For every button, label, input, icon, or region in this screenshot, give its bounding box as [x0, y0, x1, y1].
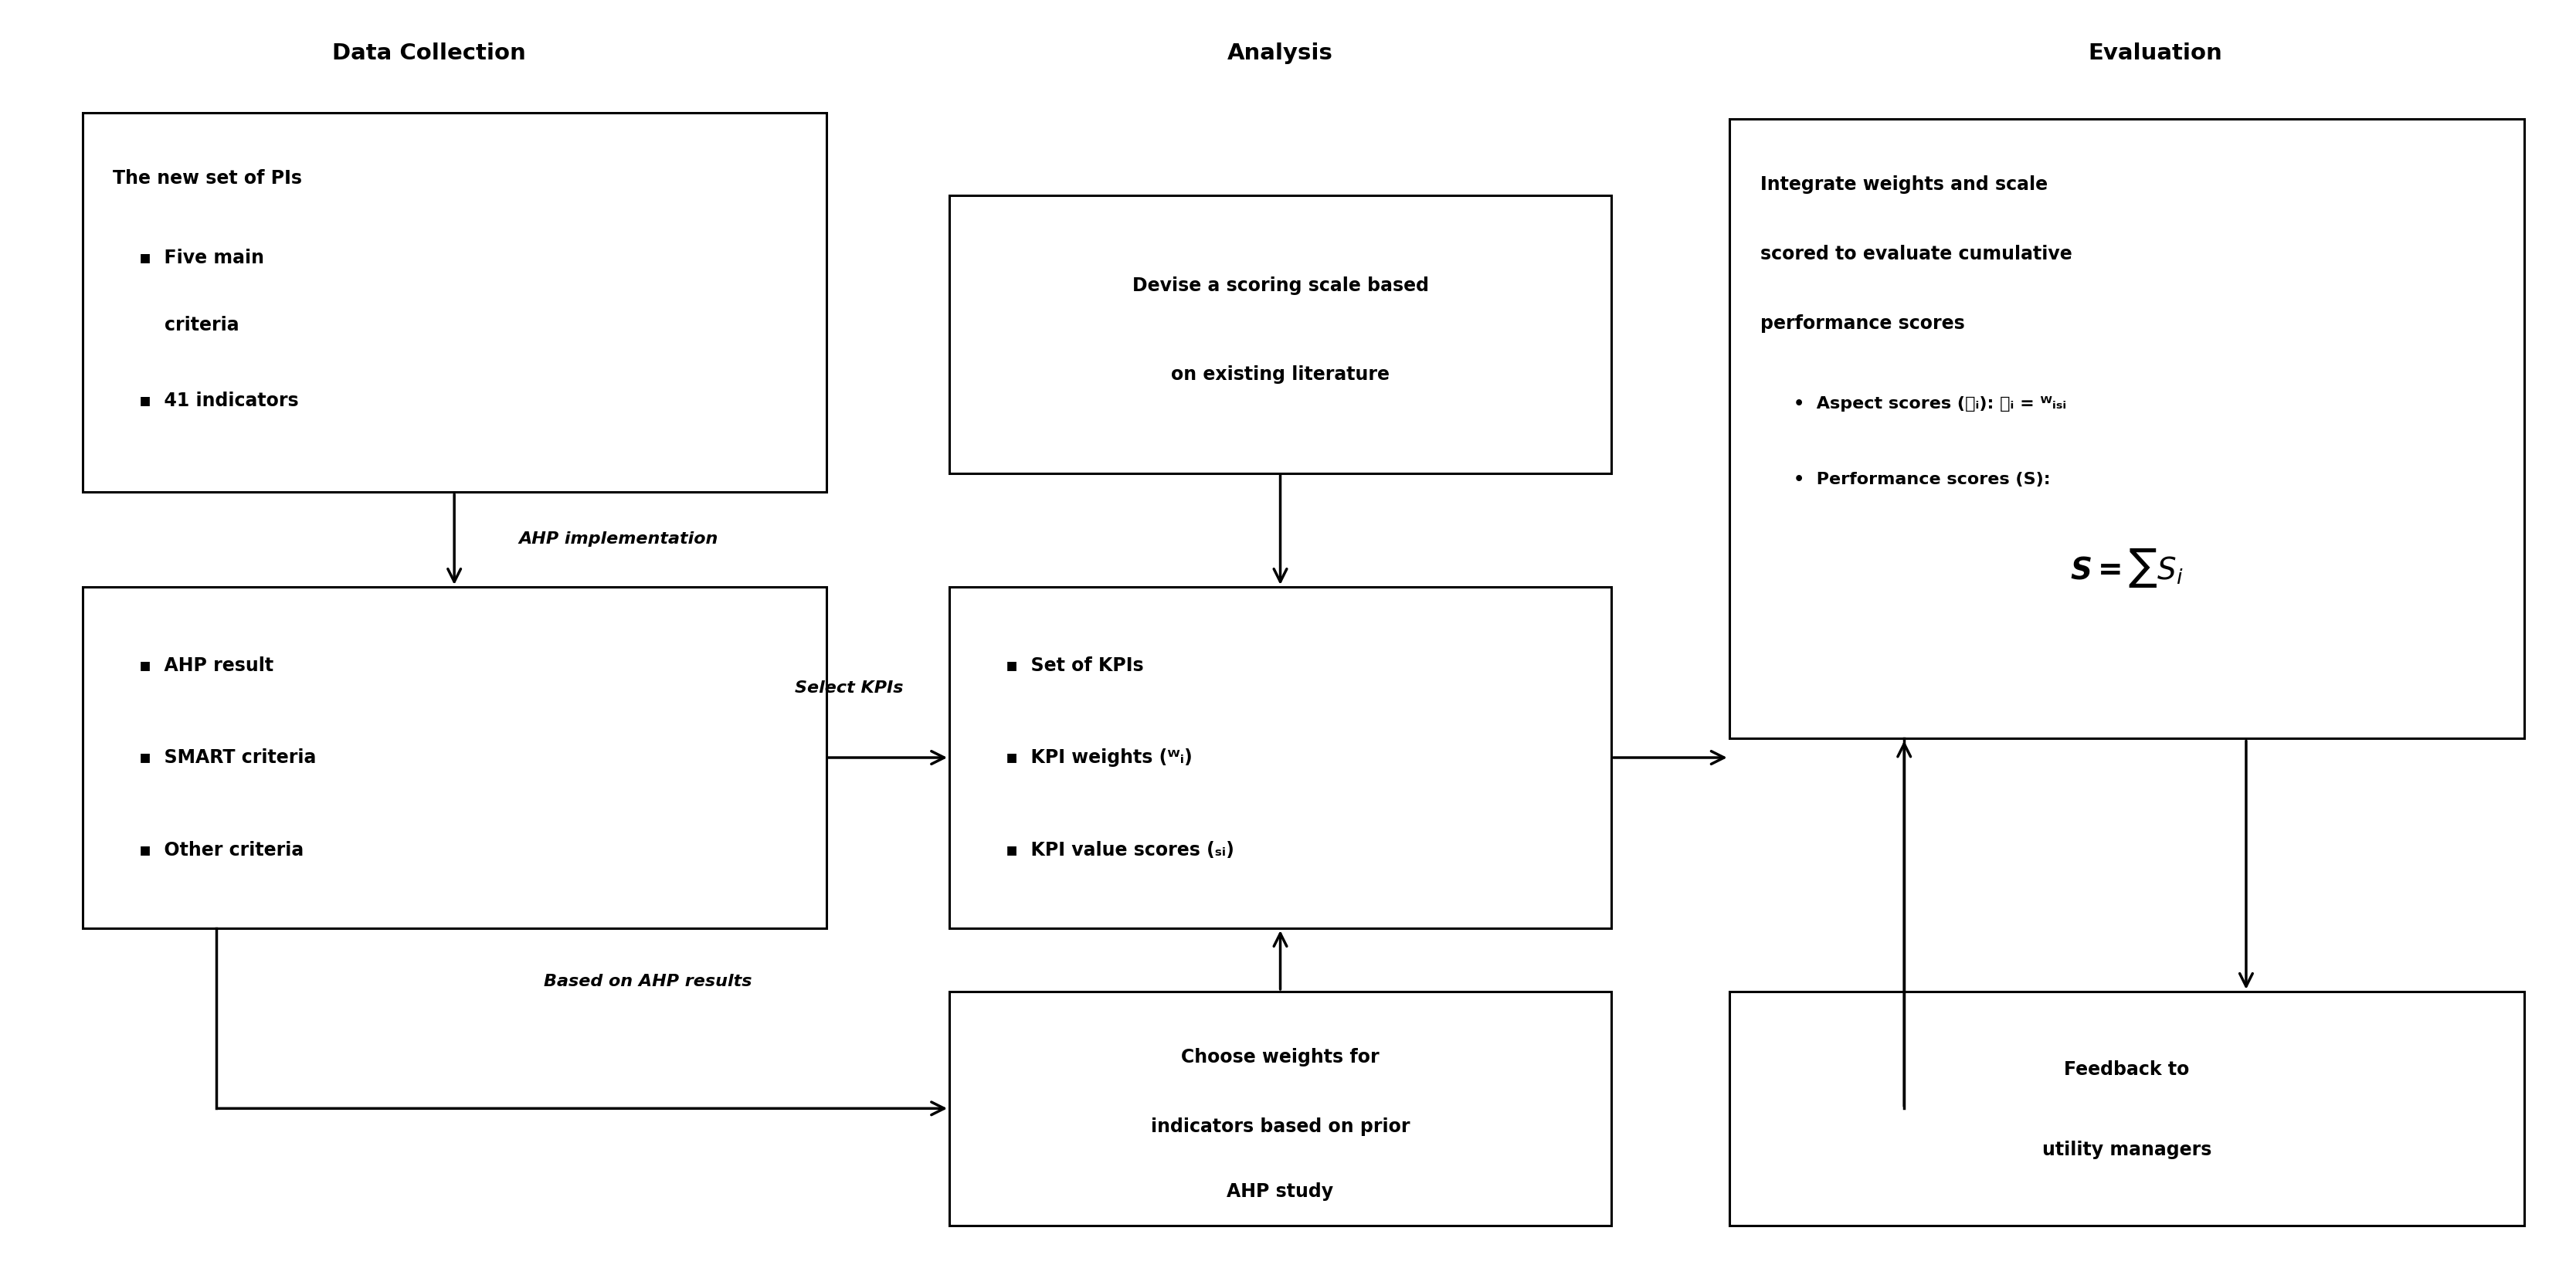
Text: Devise a scoring scale based: Devise a scoring scale based: [1131, 277, 1430, 296]
Text: Choose weights for: Choose weights for: [1182, 1048, 1378, 1066]
Text: ▪  KPI value scores (ₛᵢ): ▪ KPI value scores (ₛᵢ): [1005, 840, 1234, 859]
Text: Select KPIs: Select KPIs: [796, 681, 904, 696]
Text: ▪  Other criteria: ▪ Other criteria: [139, 840, 304, 859]
Text: AHP study: AHP study: [1226, 1182, 1334, 1201]
Text: criteria: criteria: [139, 316, 240, 334]
Bar: [1728, 119, 2524, 738]
Text: ▪  Set of KPIs: ▪ Set of KPIs: [1005, 657, 1144, 674]
Text: scored to evaluate cumulative: scored to evaluate cumulative: [1759, 245, 2071, 264]
Text: utility managers: utility managers: [2043, 1140, 2213, 1159]
Text: Based on AHP results: Based on AHP results: [544, 974, 752, 989]
Text: ▪  41 indicators: ▪ 41 indicators: [139, 391, 299, 411]
Text: ▪  Five main: ▪ Five main: [139, 249, 263, 268]
Text: $\boldsymbol{S = \sum S_i}$: $\boldsymbol{S = \sum S_i}$: [2071, 547, 2184, 589]
Text: performance scores: performance scores: [1759, 315, 1965, 333]
Text: Integrate weights and scale: Integrate weights and scale: [1759, 176, 2048, 194]
Text: Evaluation: Evaluation: [2089, 42, 2223, 64]
Bar: [951, 586, 1610, 928]
Text: indicators based on prior: indicators based on prior: [1151, 1117, 1409, 1136]
Text: ▪  KPI weights (ᵂᵢ): ▪ KPI weights (ᵂᵢ): [1005, 748, 1193, 766]
Bar: [951, 992, 1610, 1225]
Bar: [1728, 992, 2524, 1225]
Text: Feedback to: Feedback to: [2063, 1061, 2190, 1079]
Text: Data Collection: Data Collection: [332, 42, 526, 64]
Text: ▪  AHP result: ▪ AHP result: [139, 657, 273, 674]
Bar: [951, 195, 1610, 473]
Text: AHP implementation: AHP implementation: [518, 532, 719, 547]
Bar: [82, 586, 827, 928]
Text: Analysis: Analysis: [1226, 42, 1334, 64]
Bar: [82, 112, 827, 492]
Text: •  Performance scores (S):: • Performance scores (S):: [1793, 472, 2050, 487]
Text: on existing literature: on existing literature: [1172, 365, 1388, 384]
Text: The new set of PIs: The new set of PIs: [113, 170, 301, 187]
Text: ▪  SMART criteria: ▪ SMART criteria: [139, 748, 317, 766]
Text: •  Aspect scores (𝓮ᵢ): 𝓮ᵢ = ᵂᵢₛᵢ: • Aspect scores (𝓮ᵢ): 𝓮ᵢ = ᵂᵢₛᵢ: [1793, 395, 2066, 412]
